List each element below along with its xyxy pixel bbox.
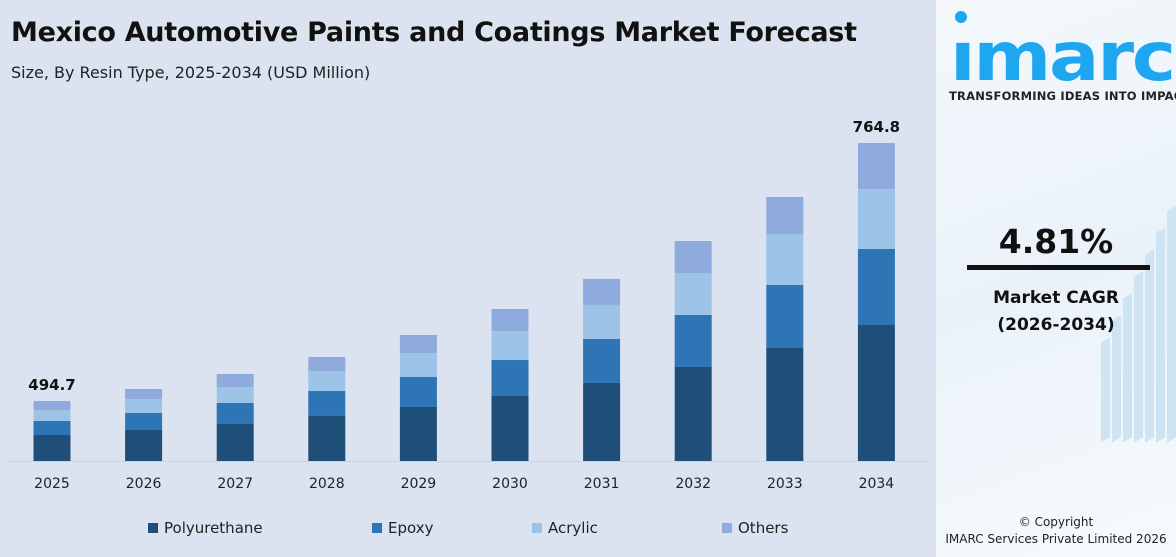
total-data-label: 764.8 [853, 118, 900, 136]
legend-item-others: Others [722, 519, 788, 537]
legend-item-epoxy: Epoxy [372, 519, 433, 537]
cagr-period: (2026-2034) [997, 315, 1115, 335]
bar-segment-epoxy-2034 [857, 248, 895, 325]
bar-segment-acrylic-2027 [216, 386, 254, 403]
bar-segment-polyurethane-2031 [583, 382, 621, 461]
chart-subtitle: Size, By Resin Type, 2025-2034 (USD Mill… [11, 63, 371, 82]
bar-segment-polyurethane-2030 [491, 396, 529, 461]
x-tick-label: 2026 [126, 476, 162, 492]
bar-segment-polyurethane-2025 [33, 435, 71, 461]
bar-segment-epoxy-2025 [33, 421, 71, 436]
legend-swatch [532, 523, 542, 533]
bar-segment-epoxy-2028 [308, 390, 346, 416]
bar-segment-others-2025 [33, 401, 71, 411]
bar-segment-others-2034 [857, 143, 895, 189]
bar-segment-polyurethane-2029 [399, 406, 437, 461]
legend-swatch [148, 523, 158, 533]
legend-label: Epoxy [388, 519, 434, 537]
bar-segment-acrylic-2034 [857, 188, 895, 249]
bar-segment-acrylic-2025 [33, 410, 71, 422]
legend-swatch [722, 523, 732, 533]
bar-segment-polyurethane-2026 [125, 429, 163, 461]
bar-segment-others-2030 [491, 309, 529, 332]
bar-segment-polyurethane-2032 [674, 367, 712, 461]
bar-segment-others-2032 [674, 241, 712, 274]
imarc-logo: ımarc [950, 11, 1176, 88]
cagr-label-text: Market CAGR [993, 288, 1119, 308]
stacked-bar-chart: 2025 494.7 2026 2027 2028 2029 2030 2031 2032 203… [8, 118, 928, 492]
bar-segment-epoxy-2032 [674, 315, 712, 368]
bar-segment-acrylic-2026 [125, 398, 163, 413]
bar-segment-others-2031 [583, 278, 621, 305]
imarc-sidebar: ımarc TRANSFORMING IDEAS INTO IMPACT 4.8… [936, 0, 1176, 557]
bar-segment-polyurethane-2033 [766, 347, 804, 461]
bar-segment-others-2029 [399, 335, 437, 353]
chart-title: Mexico Automotive Paints and Coatings Ma… [11, 17, 857, 48]
legend-item-polyurethane: Polyurethane [148, 519, 263, 537]
bar-segment-epoxy-2027 [216, 402, 254, 424]
x-tick-label: 2029 [401, 476, 437, 492]
bar-segment-polyurethane-2027 [216, 423, 254, 461]
bar-segment-polyurethane-2034 [857, 324, 895, 461]
cagr-divider [967, 265, 1150, 270]
bar-segment-epoxy-2030 [491, 360, 529, 397]
bar-segment-others-2027 [216, 373, 254, 387]
bar-segment-others-2033 [766, 196, 804, 234]
legend-item-acrylic: Acrylic [532, 519, 598, 537]
bar-segment-others-2028 [308, 356, 346, 371]
bar-segment-acrylic-2028 [308, 370, 346, 391]
x-tick-label: 2025 [34, 476, 70, 492]
legend-swatch [372, 523, 382, 533]
bar-segment-epoxy-2031 [583, 338, 621, 383]
x-tick-label: 2034 [859, 476, 895, 492]
legend-label: Polyurethane [164, 519, 263, 537]
copyright-line-1: © Copyright [1018, 515, 1094, 529]
legend-label: Acrylic [548, 519, 598, 537]
decoration-bar [1101, 337, 1110, 443]
bar-segment-acrylic-2032 [674, 273, 712, 316]
x-tick-label: 2027 [217, 476, 253, 492]
bar-segment-epoxy-2033 [766, 284, 804, 348]
logo-tagline: TRANSFORMING IDEAS INTO IMPACT [949, 89, 1176, 103]
bar-segment-acrylic-2029 [399, 352, 437, 378]
x-tick-label: 2032 [675, 476, 711, 492]
cagr-label: Market CAGR (2026-2034) [936, 285, 1176, 339]
cagr-value: 4.81% [998, 222, 1114, 261]
bar-segment-epoxy-2029 [399, 377, 437, 407]
bar-segment-polyurethane-2028 [308, 415, 346, 461]
x-tick-label: 2028 [309, 476, 345, 492]
decoration-bar [1145, 249, 1154, 443]
x-tick-label: 2030 [492, 476, 528, 492]
copyright-line-2: IMARC Services Private Limited 2026 [945, 532, 1167, 546]
legend-label: Others [738, 519, 789, 537]
svg-text:ımarc: ımarc [950, 18, 1174, 88]
total-data-label: 494.7 [28, 376, 75, 394]
x-tick-label: 2033 [767, 476, 803, 492]
bar-segment-acrylic-2030 [491, 331, 529, 361]
bar-segment-acrylic-2031 [583, 304, 621, 339]
x-tick-label: 2031 [584, 476, 620, 492]
bar-segment-epoxy-2026 [125, 412, 163, 430]
bar-segment-acrylic-2033 [766, 233, 804, 285]
copyright: © Copyright IMARC Services Private Limit… [936, 514, 1176, 548]
bar-segment-others-2026 [125, 388, 163, 399]
